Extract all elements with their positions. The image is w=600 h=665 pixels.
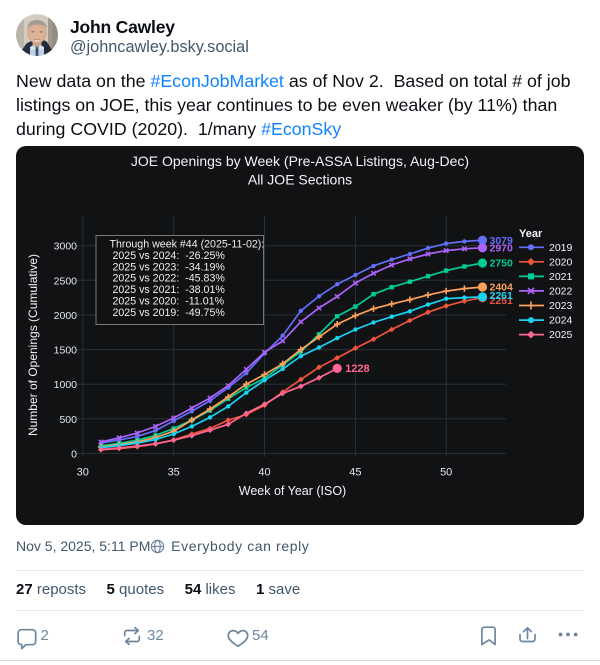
svg-text:30: 30: [77, 467, 89, 479]
svg-text:Week of Year (ISO): Week of Year (ISO): [239, 484, 346, 498]
svg-text:35: 35: [168, 467, 180, 479]
svg-text:2025 vs 2021: -38.01%: 2025 vs 2021: -38.01%: [110, 284, 226, 296]
svg-text:All JOE Sections: All JOE Sections: [248, 172, 352, 188]
svg-text:JOE Openings by Week (Pre-ASSA: JOE Openings by Week (Pre-ASSA Listings,…: [131, 153, 469, 169]
svg-text:2261: 2261: [490, 290, 514, 302]
svg-text:2025: 2025: [549, 329, 573, 341]
svg-text:3079: 3079: [490, 235, 514, 247]
svg-text:500: 500: [59, 414, 77, 426]
svg-text:2025 vs 2020: -11.01%: 2025 vs 2020: -11.01%: [110, 296, 225, 308]
svg-text:2404: 2404: [490, 282, 514, 294]
svg-text:1500: 1500: [54, 345, 78, 357]
svg-text:0: 0: [71, 448, 77, 460]
svg-text:50: 50: [440, 467, 452, 479]
svg-text:2020: 2020: [549, 256, 573, 268]
svg-text:2025 vs 2022: -45.83%: 2025 vs 2022: -45.83%: [110, 273, 226, 285]
svg-text:2750: 2750: [490, 258, 514, 270]
svg-text:2970: 2970: [490, 242, 514, 254]
svg-text:1000: 1000: [54, 379, 78, 391]
svg-text:45: 45: [349, 467, 361, 479]
svg-text:3000: 3000: [54, 241, 78, 253]
svg-text:2021: 2021: [549, 271, 573, 283]
svg-text:1228: 1228: [345, 363, 369, 375]
svg-text:2500: 2500: [54, 275, 78, 287]
svg-text:2025 vs 2023: -34.19%: 2025 vs 2023: -34.19%: [110, 261, 226, 273]
svg-text:2025 vs 2024: -26.25%: 2025 vs 2024: -26.25%: [110, 250, 226, 262]
svg-text:2023: 2023: [549, 300, 573, 312]
svg-text:40: 40: [258, 467, 270, 479]
svg-text:2251: 2251: [490, 295, 514, 307]
svg-text:2022: 2022: [549, 286, 573, 298]
svg-text:2019: 2019: [549, 242, 573, 254]
svg-text:Through week #44 (2025-11-02):: Through week #44 (2025-11-02):: [110, 239, 265, 251]
svg-text:Number of Openings (Cumulative: Number of Openings (Cumulative): [26, 254, 40, 436]
svg-text:2025 vs 2019: -49.75%: 2025 vs 2019: -49.75%: [110, 307, 226, 319]
svg-text:2000: 2000: [54, 310, 78, 322]
svg-text:Year: Year: [519, 228, 543, 240]
svg-text:2024: 2024: [549, 315, 573, 327]
